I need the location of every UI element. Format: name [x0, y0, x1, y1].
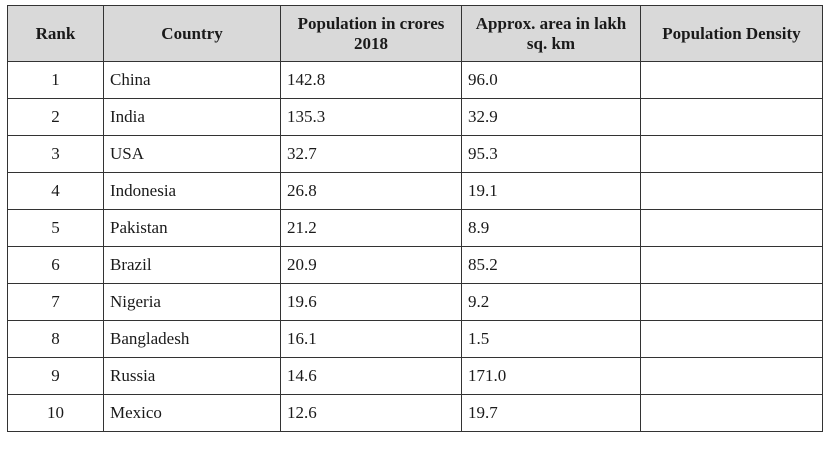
table-row: 10 Mexico 12.6 19.7 [7, 394, 823, 432]
table-row: 4 Indonesia 26.8 19.1 [7, 172, 823, 210]
header-cell: Approx. area in lakh sq. km [461, 5, 641, 62]
table-row: 8 Bangladesh 16.1 1.5 [7, 320, 823, 358]
rank-cell: 1 [7, 61, 104, 99]
table-row: 7 Nigeria 19.6 9.2 [7, 283, 823, 321]
table-row: 1 China 142.8 96.0 [7, 61, 823, 99]
data-cell: 8.9 [461, 209, 641, 247]
data-cell: 19.7 [461, 394, 641, 432]
empty-cell [640, 283, 823, 321]
empty-cell [640, 61, 823, 99]
data-cell: Russia [103, 357, 281, 395]
header-row: Rank Country Population in crores 2018 Appr… [7, 5, 823, 62]
data-cell: 19.6 [280, 283, 462, 321]
rank-cell: 8 [7, 320, 104, 358]
data-cell: 9.2 [461, 283, 641, 321]
data-cell: 12.6 [280, 394, 462, 432]
table-row: 5 Pakistan 21.2 8.9 [7, 209, 823, 247]
population-table: Rank Country Population in crores 2018 Appr… [7, 5, 823, 432]
data-cell: 95.3 [461, 135, 641, 173]
data-cell: Indonesia [103, 172, 281, 210]
data-cell: 20.9 [280, 246, 462, 284]
table-row: 6 Brazil 20.9 85.2 [7, 246, 823, 284]
rank-cell: 10 [7, 394, 104, 432]
rank-cell: 2 [7, 98, 104, 136]
rank-cell: 9 [7, 357, 104, 395]
data-cell: 32.9 [461, 98, 641, 136]
table-row: 9 Russia 14.6 171.0 [7, 357, 823, 395]
data-cell: 135.3 [280, 98, 462, 136]
header-cell: Country [103, 5, 281, 62]
data-cell: 14.6 [280, 357, 462, 395]
data-cell: China [103, 61, 281, 99]
data-cell: 19.1 [461, 172, 641, 210]
rank-cell: 4 [7, 172, 104, 210]
rank-cell: 6 [7, 246, 104, 284]
empty-cell [640, 209, 823, 247]
table-header: Rank Country Population in crores 2018 Appr… [7, 5, 823, 62]
data-cell: Bangladesh [103, 320, 281, 358]
empty-cell [640, 320, 823, 358]
data-cell: 21.2 [280, 209, 462, 247]
data-cell: 171.0 [461, 357, 641, 395]
data-cell: 85.2 [461, 246, 641, 284]
data-cell: Nigeria [103, 283, 281, 321]
data-cell: USA [103, 135, 281, 173]
data-cell: 142.8 [280, 61, 462, 99]
empty-cell [640, 246, 823, 284]
data-cell: 1.5 [461, 320, 641, 358]
data-cell: 26.8 [280, 172, 462, 210]
header-cell: Population Density [640, 5, 823, 62]
data-cell: 96.0 [461, 61, 641, 99]
empty-cell [640, 172, 823, 210]
empty-cell [640, 357, 823, 395]
data-cell: 32.7 [280, 135, 462, 173]
data-cell: Brazil [103, 246, 281, 284]
rank-cell: 5 [7, 209, 104, 247]
header-cell: Rank [7, 5, 104, 62]
empty-cell [640, 135, 823, 173]
empty-cell [640, 98, 823, 136]
header-cell: Population in crores 2018 [280, 5, 462, 62]
data-cell: Pakistan [103, 209, 281, 247]
empty-cell [640, 394, 823, 432]
table-row: 2 India 135.3 32.9 [7, 98, 823, 136]
data-cell: 16.1 [280, 320, 462, 358]
table-row: 3 USA 32.7 95.3 [7, 135, 823, 173]
data-cell: Mexico [103, 394, 281, 432]
table-body: 1 China 142.8 96.0 2 India 135.3 32.9 3 USA 32.7 95… [7, 61, 823, 432]
data-cell: India [103, 98, 281, 136]
rank-cell: 7 [7, 283, 104, 321]
rank-cell: 3 [7, 135, 104, 173]
